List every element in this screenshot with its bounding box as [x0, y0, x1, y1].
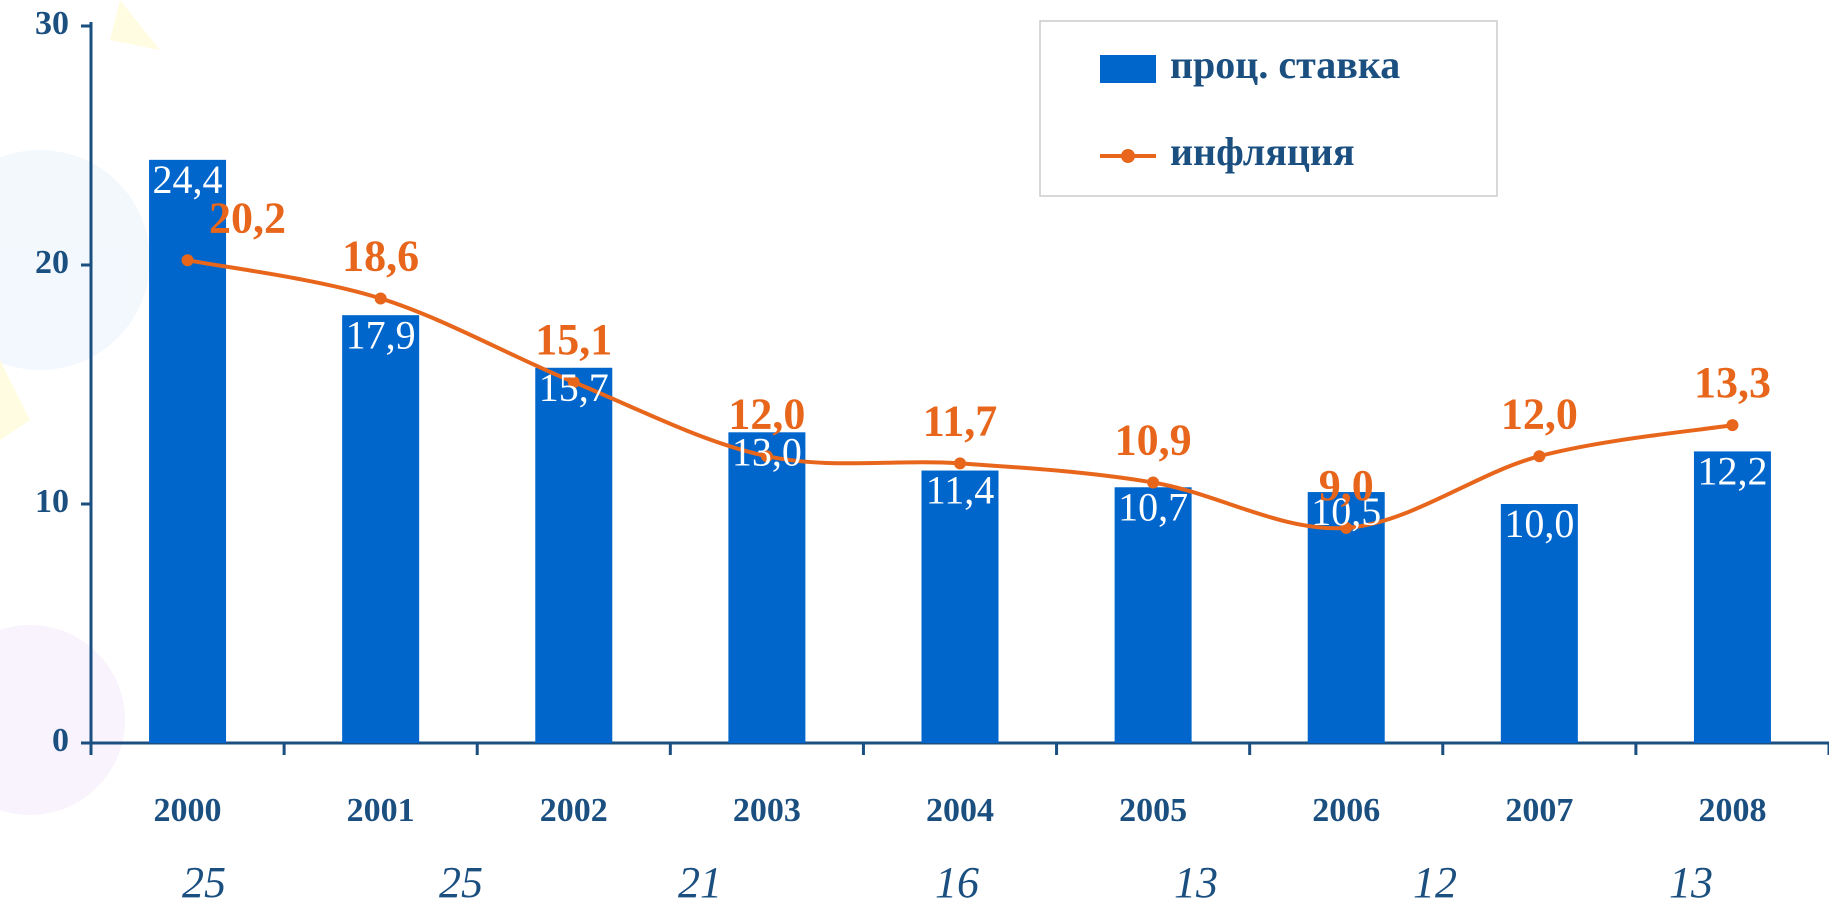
- line-point: [1147, 476, 1160, 489]
- bar: [1114, 487, 1192, 743]
- line-label: 11,7: [923, 396, 998, 445]
- line-point: [567, 376, 580, 389]
- annotation: 25: [439, 858, 483, 907]
- bar: [1500, 504, 1578, 743]
- line-point: [1726, 419, 1739, 432]
- line-point: [954, 457, 966, 470]
- legend-box: [1039, 20, 1498, 197]
- line-point: [181, 254, 194, 267]
- x-tick-label: 2008: [1698, 792, 1766, 829]
- y-tick-label: 30: [35, 5, 69, 42]
- legend-swatch: [1100, 55, 1156, 83]
- bar: [342, 315, 420, 743]
- bar-label: 24,4: [153, 157, 223, 202]
- x-tick-label: 2001: [347, 792, 415, 829]
- line-label: 12,0: [1501, 389, 1578, 438]
- x-tick-label: 2002: [540, 792, 608, 829]
- line-label: 20,2: [209, 193, 286, 242]
- bar: [1693, 451, 1771, 743]
- x-tick-label: 2005: [1119, 792, 1187, 829]
- line-label: 15,1: [535, 315, 612, 364]
- bar-label: 13,0: [732, 429, 802, 474]
- line-point: [760, 450, 773, 463]
- line-point: [374, 292, 387, 305]
- bar: [535, 367, 613, 743]
- x-tick-label: 2003: [733, 792, 801, 829]
- x-tick-label: 2004: [926, 792, 994, 829]
- line-point: [1340, 521, 1353, 534]
- annotation: 21: [678, 858, 722, 907]
- annotation: 16: [935, 858, 979, 907]
- annotation: 12: [1413, 858, 1457, 907]
- bar: [728, 432, 806, 743]
- y-tick-label: 0: [52, 722, 69, 759]
- legend-label: инфляция: [1170, 129, 1355, 174]
- x-tick-label: 2006: [1312, 792, 1380, 829]
- bar: [921, 470, 999, 743]
- bar-label: 11,4: [926, 468, 995, 513]
- legend-label: проц. ставка: [1170, 42, 1400, 87]
- bar-label: 10,0: [1504, 501, 1574, 546]
- y-tick-label: 10: [35, 483, 69, 520]
- bar: [149, 159, 227, 744]
- line-label: 12,0: [728, 389, 805, 438]
- y-tick-label: 20: [35, 244, 69, 281]
- bar-label: 15,7: [539, 365, 609, 410]
- x-tick-label: 2007: [1505, 792, 1573, 829]
- line-label: 18,6: [342, 232, 419, 281]
- legend-swatch: [1121, 149, 1135, 163]
- line-point: [1533, 450, 1546, 463]
- legend: проц. ставка инфляция: [1039, 20, 1498, 197]
- annotation: 13: [1669, 858, 1713, 907]
- line-label: 13,3: [1694, 358, 1771, 407]
- bar-label: 10,7: [1118, 484, 1188, 529]
- bar-label: 12,2: [1697, 449, 1767, 494]
- bar-label: 10,5: [1311, 489, 1381, 534]
- line-label: 10,9: [1115, 416, 1192, 465]
- annotation: 13: [1174, 858, 1218, 907]
- decoration: [0, 0, 160, 815]
- bar-label: 17,9: [346, 312, 416, 357]
- x-tick-label: 2000: [154, 792, 222, 829]
- annotation: 25: [182, 858, 226, 907]
- line-label: 9,0: [1319, 461, 1374, 510]
